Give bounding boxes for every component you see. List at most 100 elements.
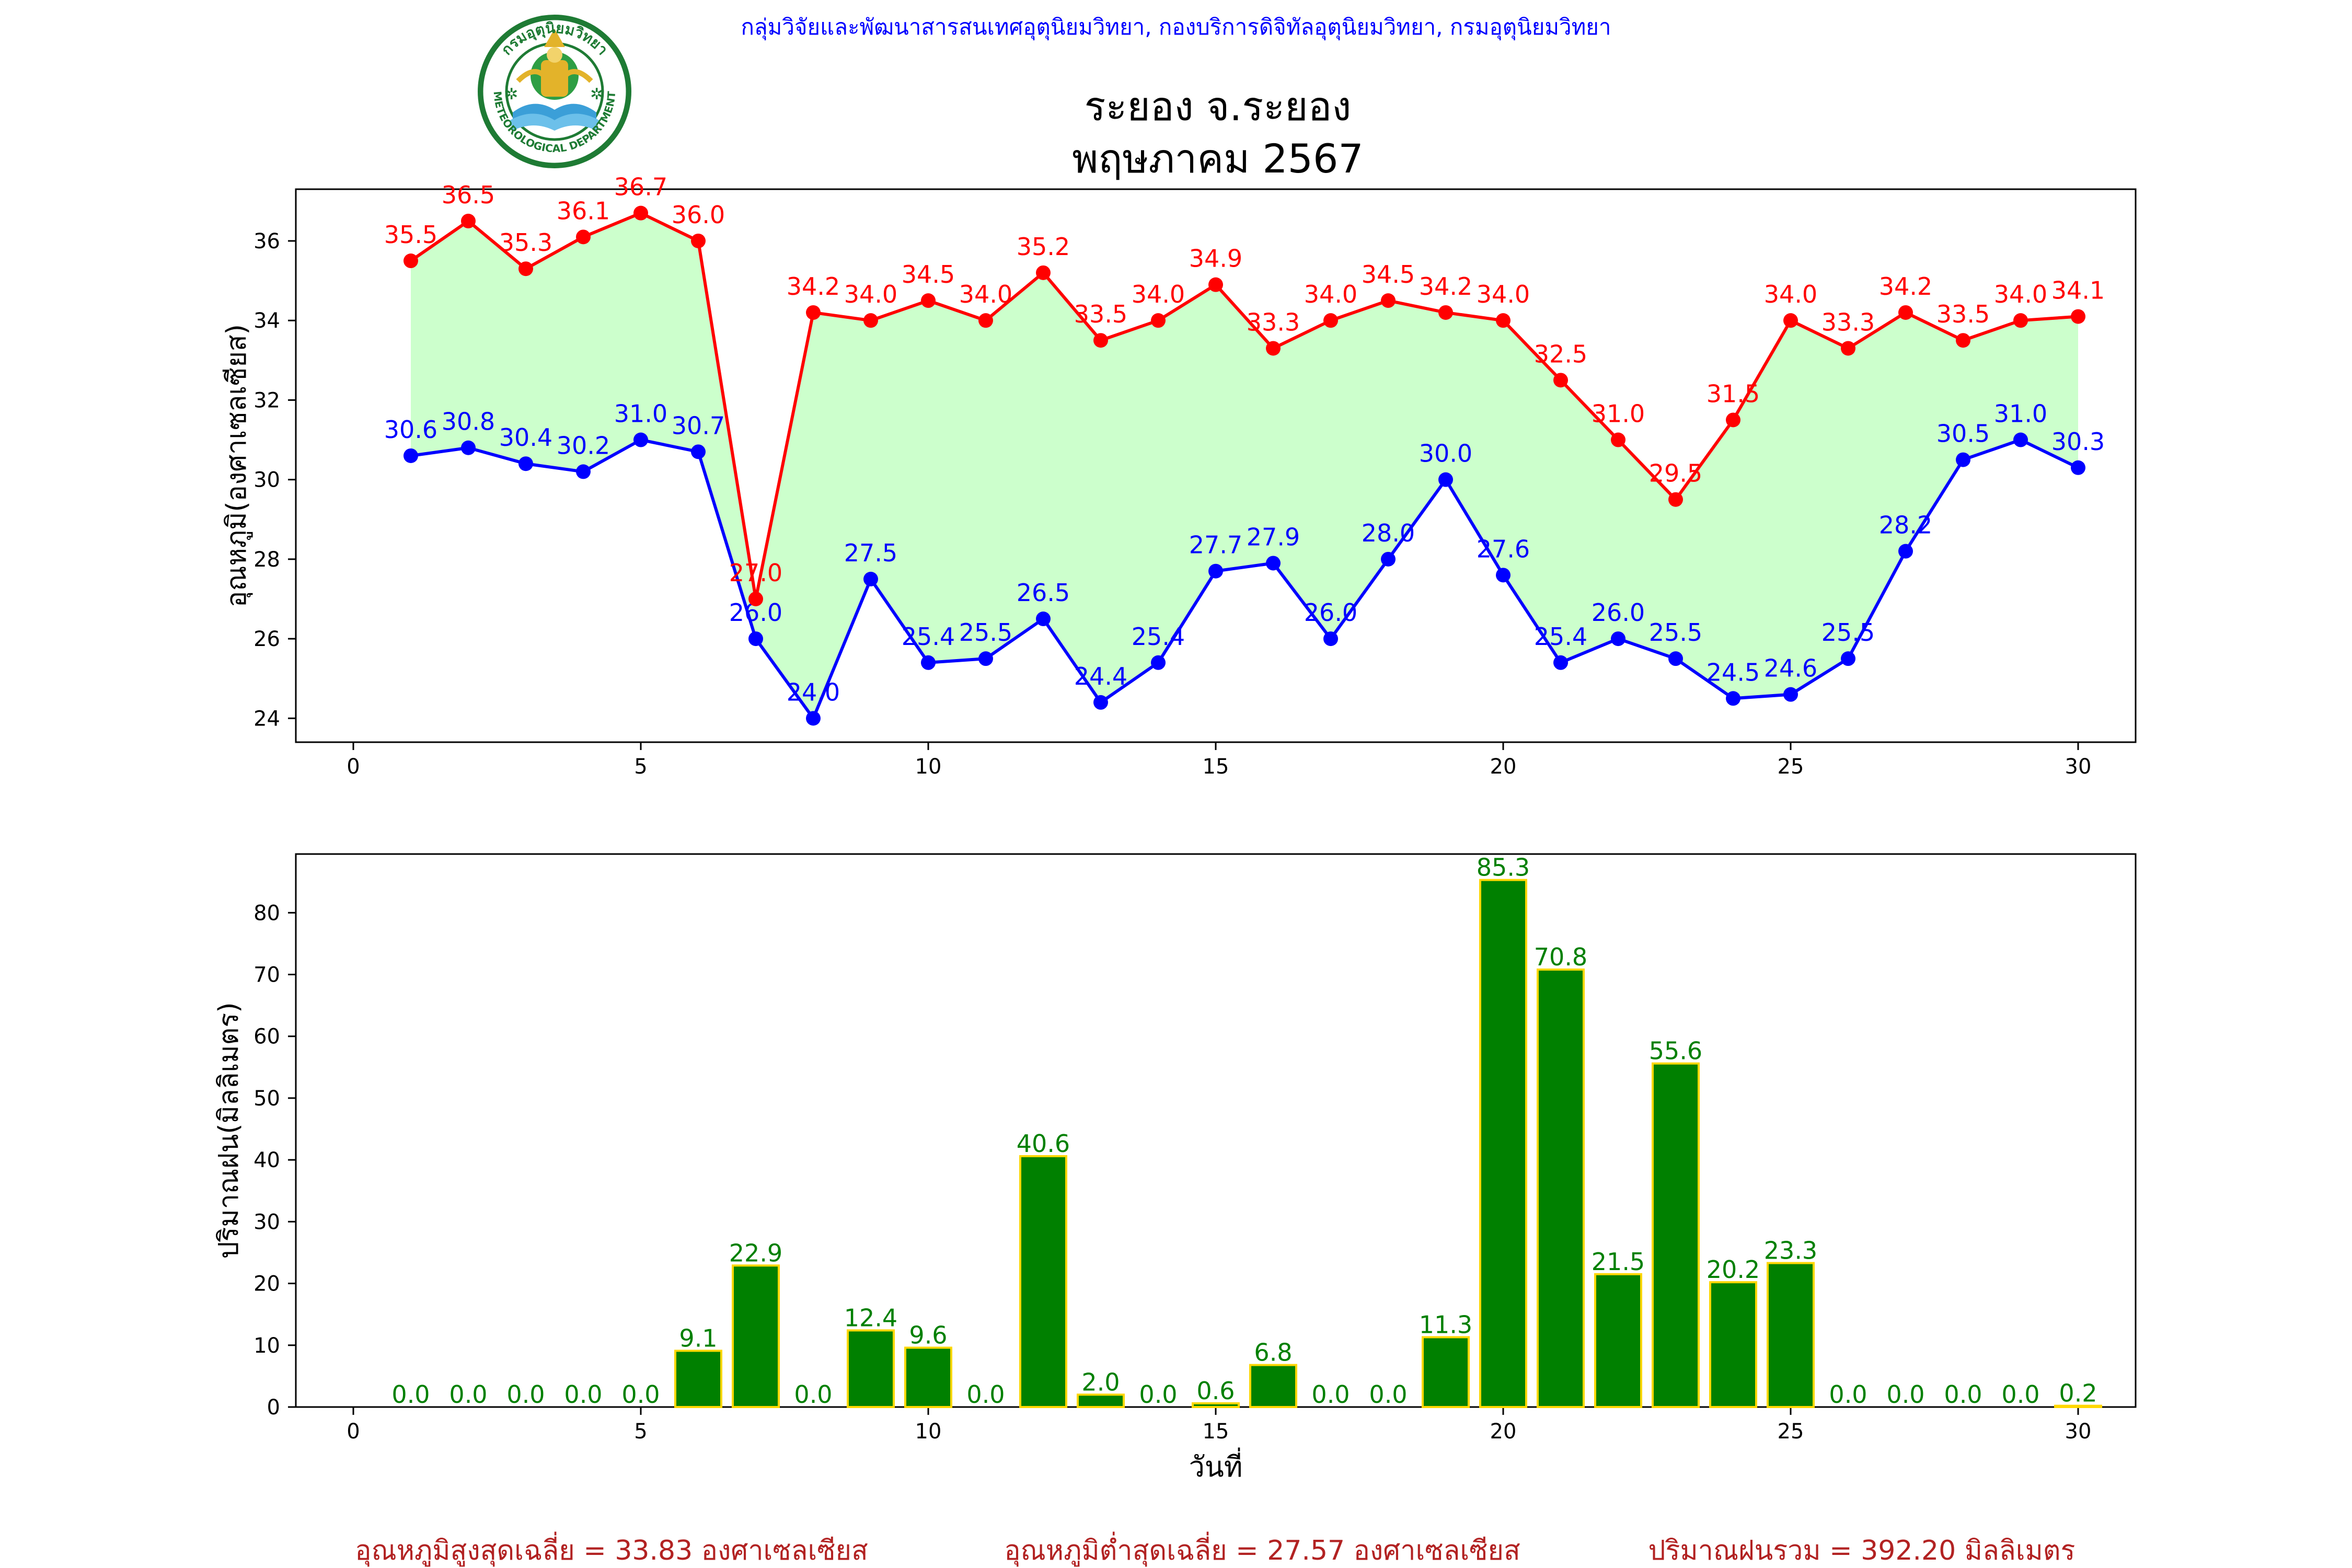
temperature-max-data-label: 36.0 xyxy=(672,201,725,229)
rainfall-bar xyxy=(1709,1281,1757,1409)
rainfall-x-tick-label: 0 xyxy=(347,1420,360,1444)
rainfall-bar xyxy=(1422,1336,1470,1409)
rainfall-data-label: 0.0 xyxy=(449,1380,487,1409)
temperature-max-data-label: 34.2 xyxy=(787,272,840,301)
rainfall-bar xyxy=(1192,1402,1240,1408)
rainfall-x-tick-label: 5 xyxy=(634,1420,647,1444)
temperature-max-point xyxy=(1496,313,1511,328)
temperature-min-data-label: 27.9 xyxy=(1247,523,1300,551)
temperature-y-axis-label: อุณหภูมิ(องศาเซลเซียส) xyxy=(221,324,253,607)
temperature-max-point xyxy=(1438,305,1453,320)
temperature-min-point xyxy=(1036,612,1051,627)
rainfall-data-label: 0.0 xyxy=(1886,1380,1924,1409)
temperature-min-point xyxy=(403,448,418,463)
temperature-min-point xyxy=(576,464,591,479)
temperature-max-point xyxy=(1151,313,1166,328)
temperature-max-point xyxy=(461,213,476,228)
rainfall-data-label: 0.0 xyxy=(1944,1380,1982,1409)
rainfall-data-label: 11.3 xyxy=(1419,1310,1472,1339)
temperature-min-line xyxy=(410,438,2079,722)
temperature-min-data-label: 24.0 xyxy=(787,678,840,706)
rainfall-data-label: 0.0 xyxy=(621,1380,660,1409)
temperature-min-point xyxy=(2071,460,2085,475)
temperature-y-tick-label: 34 xyxy=(253,309,280,333)
temperature-max-data-label: 34.2 xyxy=(1879,272,1932,301)
rainfall-bar xyxy=(904,1346,952,1408)
temperature-max-point xyxy=(978,313,993,328)
temperature-min-data-label: 28.0 xyxy=(1362,519,1415,547)
temperature-max-data-label: 33.3 xyxy=(1821,308,1875,336)
rainfall-x-tick-label: 10 xyxy=(915,1420,942,1444)
temperature-max-point xyxy=(2013,313,2028,328)
temperature-max-data-label: 34.2 xyxy=(1419,272,1472,301)
rainfall-data-label: 0.0 xyxy=(1829,1380,1867,1409)
temperature-max-point xyxy=(1783,313,1798,328)
temperature-max-point xyxy=(1266,341,1281,356)
temperature-max-point xyxy=(1726,412,1740,428)
temperature-max-point xyxy=(1093,333,1108,348)
temperature-y-tick-label: 30 xyxy=(253,468,280,492)
temperature-min-point xyxy=(1208,563,1223,579)
temperature-max-data-label: 36.1 xyxy=(557,197,610,225)
rainfall-data-label: 0.6 xyxy=(1196,1377,1235,1405)
temperature-max-data-label: 27.0 xyxy=(729,559,782,587)
summary-avg-min: อุณหภูมิต่ำสุดเฉลี่ย = 27.57 องศาเซลเซีย… xyxy=(1004,1531,1520,1567)
temperature-max-data-label: 34.5 xyxy=(1362,260,1415,289)
rainfall-x-tick-label: 25 xyxy=(1778,1420,1804,1444)
temperature-max-data-label: 36.5 xyxy=(442,181,495,209)
rainfall-data-label: 12.4 xyxy=(844,1304,897,1332)
temperature-x-tick-label: 20 xyxy=(1490,755,1517,779)
temperature-min-point xyxy=(633,432,648,447)
temperature-min-data-label: 30.5 xyxy=(1936,420,1990,448)
temperature-max-point xyxy=(1668,492,1683,507)
temperature-min-point xyxy=(2013,432,2028,447)
temperature-min-data-label: 24.6 xyxy=(1764,654,1817,683)
rainfall-bar xyxy=(1249,1364,1297,1409)
rainfall-data-label: 2.0 xyxy=(1081,1368,1120,1396)
rainfall-bar xyxy=(1019,1155,1067,1408)
temperature-y-tick-label: 32 xyxy=(253,388,280,412)
rainfall-x-tick-label: 30 xyxy=(2065,1420,2092,1444)
rainfall-data-label: 0.2 xyxy=(2059,1379,2097,1408)
temperature-min-data-label: 24.4 xyxy=(1074,662,1127,690)
rainfall-data-label: 0.0 xyxy=(506,1380,545,1409)
temperature-max-point xyxy=(691,233,706,248)
temperature-max-point xyxy=(1898,305,1913,320)
temperature-max-point xyxy=(576,229,591,245)
temperature-max-point xyxy=(1036,265,1051,280)
temperature-min-point xyxy=(1611,631,1625,647)
temperature-max-data-label: 32.5 xyxy=(1534,340,1587,368)
rainfall-data-label: 55.6 xyxy=(1649,1037,1702,1065)
rainfall-y-tick-label: 70 xyxy=(253,963,280,987)
temperature-min-data-label: 26.0 xyxy=(1304,598,1357,627)
temperature-min-data-label: 31.0 xyxy=(1994,400,2047,428)
temperature-min-point xyxy=(1898,544,1913,559)
rainfall-data-label: 21.5 xyxy=(1592,1248,1645,1276)
temperature-min-point xyxy=(1093,695,1108,710)
temperature-max-data-label: 34.9 xyxy=(1189,245,1242,273)
temperature-y-tick-label: 28 xyxy=(253,548,280,572)
temperature-max-point xyxy=(2071,309,2085,324)
temperature-max-data-label: 34.0 xyxy=(1132,280,1185,308)
temperature-min-data-label: 28.2 xyxy=(1879,511,1932,539)
rainfall-bar xyxy=(1077,1393,1125,1408)
temperature-max-data-label: 34.0 xyxy=(844,280,897,308)
temperature-min-data-label: 30.2 xyxy=(557,431,610,459)
temperature-max-point xyxy=(1611,432,1625,447)
temperature-min-point xyxy=(1323,631,1338,647)
temperature-chart: อุณหภูมิ(องศาเซลเซียส) 0 5 10 15 20 25 30 24 26 2… xyxy=(221,173,2137,779)
temperature-max-data-label: 33.5 xyxy=(1936,300,1990,328)
rainfall-data-label: 85.3 xyxy=(1477,854,1530,882)
temperature-max-data-label: 34.0 xyxy=(1994,280,2047,308)
temperature-min-data-label: 25.5 xyxy=(1649,618,1702,647)
rainfall-x-tick-label: 15 xyxy=(1203,1420,1229,1444)
temperature-y-tick-label: 36 xyxy=(253,229,280,253)
rainfall-y-tick-label: 10 xyxy=(253,1334,280,1358)
temperature-max-data-label: 31.0 xyxy=(1592,400,1645,428)
temperature-min-point xyxy=(863,571,878,586)
temperature-max-line xyxy=(410,211,2079,599)
rainfall-x-axis-label: วันที่ xyxy=(1189,1447,1243,1483)
temperature-max-data-label: 35.5 xyxy=(384,221,437,249)
rainfall-data-label: 0.0 xyxy=(564,1380,602,1409)
temperature-min-data-label: 26.0 xyxy=(1592,598,1645,627)
